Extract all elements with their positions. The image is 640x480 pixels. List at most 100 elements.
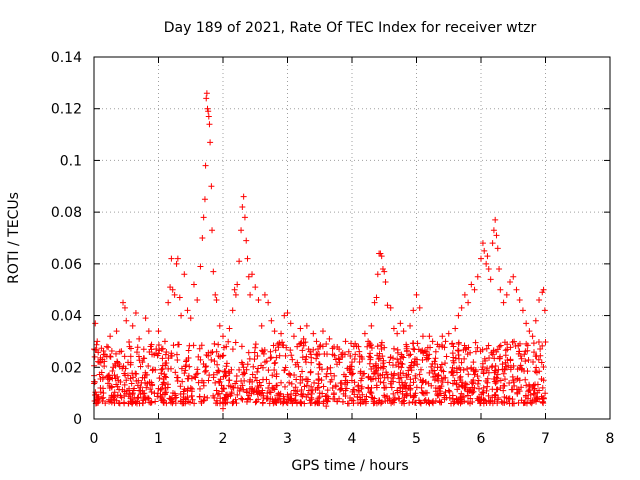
x-tick-label: 2 xyxy=(219,431,228,447)
data-point-background xyxy=(538,359,545,366)
data-point-background xyxy=(300,390,307,397)
data-point-background xyxy=(128,380,135,387)
data-point-background xyxy=(139,387,146,394)
data-point-background xyxy=(208,356,215,363)
data-point xyxy=(197,263,204,270)
data-point-background xyxy=(234,391,241,398)
data-point-background xyxy=(225,338,232,345)
data-point-background xyxy=(429,360,436,367)
data-point-background xyxy=(367,356,374,363)
data-point xyxy=(303,322,310,329)
data-point-background xyxy=(526,381,533,388)
data-point-background xyxy=(344,365,351,372)
data-point-background xyxy=(367,350,374,357)
data-point-background xyxy=(299,354,306,361)
data-point-background xyxy=(335,355,342,362)
data-point-background xyxy=(218,388,225,395)
data-point-background xyxy=(414,340,421,347)
data-point-background xyxy=(470,388,477,395)
data-point-background xyxy=(181,370,188,377)
data-point-background xyxy=(377,378,384,385)
data-point-background xyxy=(341,351,348,358)
data-point-background xyxy=(287,347,294,354)
data-point-background xyxy=(334,398,341,405)
data-point-background xyxy=(500,387,507,394)
data-point-background xyxy=(509,339,516,346)
data-point-background xyxy=(101,351,108,358)
data-point-background xyxy=(542,390,549,397)
x-tick-label: 8 xyxy=(606,431,615,447)
data-point-background xyxy=(194,370,201,377)
data-point-background xyxy=(133,349,140,356)
data-point-background xyxy=(195,353,202,360)
data-point-background xyxy=(431,367,438,374)
data-point xyxy=(519,307,526,314)
data-point xyxy=(410,307,417,314)
data-point-background xyxy=(399,361,406,368)
data-point-background xyxy=(407,385,414,392)
data-point-background xyxy=(238,377,245,384)
data-point-background xyxy=(381,344,388,351)
data-point-background xyxy=(355,387,362,394)
data-point-background xyxy=(299,347,306,354)
data-point-background xyxy=(240,371,247,378)
data-point-background xyxy=(147,386,154,393)
data-point-background xyxy=(344,400,351,407)
data-point xyxy=(479,240,486,247)
data-point-background xyxy=(480,400,487,407)
data-point-background xyxy=(455,347,462,354)
data-point-background xyxy=(223,372,230,379)
data-point-background xyxy=(533,394,540,401)
data-point-background xyxy=(299,368,306,375)
data-point-background xyxy=(240,364,247,371)
data-point xyxy=(381,268,388,275)
data-point xyxy=(496,266,503,273)
data-point-background xyxy=(299,377,306,384)
data-point-background xyxy=(157,393,164,400)
data-point-background xyxy=(413,356,420,363)
data-point-background xyxy=(316,361,323,368)
data-point-background xyxy=(423,356,430,363)
data-point xyxy=(510,273,517,280)
data-point-background xyxy=(163,349,170,356)
data-point xyxy=(373,294,380,301)
data-point-background xyxy=(405,367,412,374)
data-point-background xyxy=(150,366,157,373)
x-tick-label: 4 xyxy=(348,431,357,447)
data-point-background xyxy=(205,377,212,384)
data-point xyxy=(232,291,239,298)
data-point-background xyxy=(361,370,368,377)
data-point xyxy=(489,240,496,247)
data-point-background xyxy=(260,350,267,357)
data-point-background xyxy=(419,377,426,384)
data-point-background xyxy=(106,398,113,405)
data-point xyxy=(213,387,220,394)
data-point-background xyxy=(365,384,372,391)
data-point-background xyxy=(492,391,499,398)
data-point xyxy=(445,330,452,337)
data-point-background xyxy=(502,352,509,359)
data-point-background xyxy=(132,399,139,406)
data-point xyxy=(210,268,217,275)
data-point-background xyxy=(167,352,174,359)
data-point-background xyxy=(315,384,322,391)
data-point-background xyxy=(352,340,359,347)
data-point xyxy=(145,328,152,335)
data-point-background xyxy=(435,392,442,399)
data-point-background xyxy=(423,399,430,406)
data-point-background xyxy=(443,353,450,360)
data-point-background xyxy=(288,352,295,359)
data-point xyxy=(121,304,128,311)
data-point xyxy=(208,183,215,190)
data-point-background xyxy=(505,362,512,369)
data-point xyxy=(532,317,539,324)
x-tick-label: 3 xyxy=(283,431,292,447)
data-point xyxy=(297,325,304,332)
data-point-background xyxy=(370,400,377,407)
data-point-background xyxy=(196,393,203,400)
data-point-background xyxy=(177,398,184,405)
data-point-background xyxy=(213,348,220,355)
data-point-background xyxy=(302,359,309,366)
data-point xyxy=(231,286,238,293)
